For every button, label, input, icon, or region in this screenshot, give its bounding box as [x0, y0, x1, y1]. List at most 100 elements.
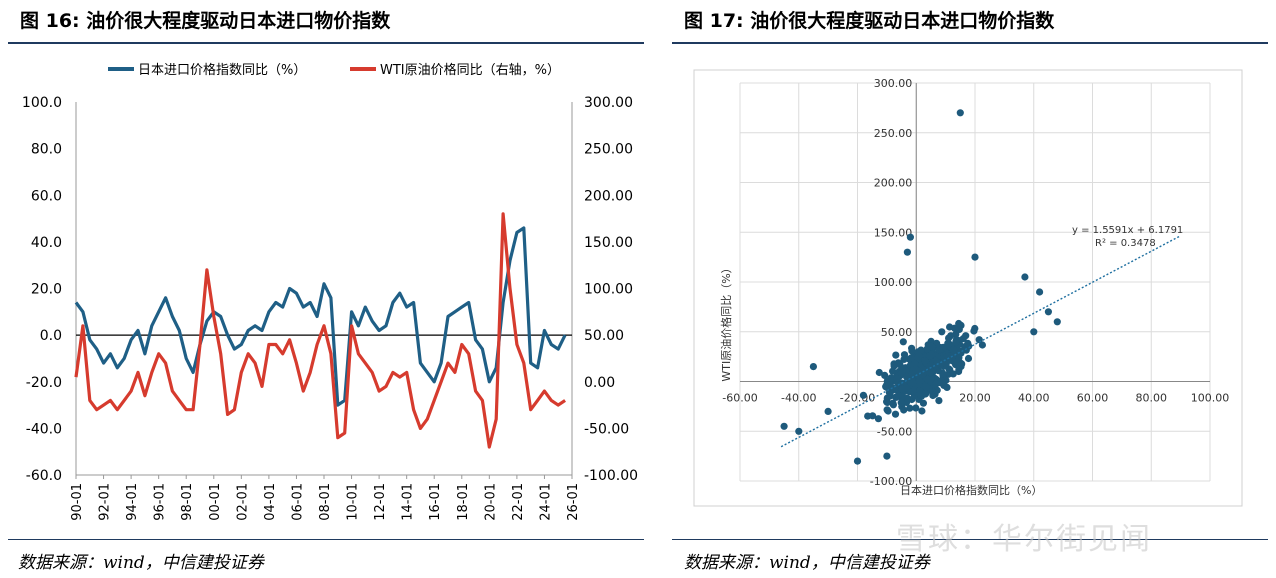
y-axis-title: WTI原油价格同比（%）: [719, 262, 733, 381]
scatter-point: [906, 404, 914, 412]
scatter-point: [956, 109, 964, 117]
x-tick-label: -60.00: [722, 392, 757, 405]
scatter-point: [795, 427, 803, 435]
scatter-point: [911, 360, 919, 368]
scatter-point: [859, 391, 867, 399]
scatter-point: [912, 366, 920, 374]
x-tick-label: 60.00: [1077, 392, 1109, 405]
legend: 日本进口价格指数同比（%） WTI原油价格同比（右轴，%）: [108, 62, 560, 78]
right-title-rule: [672, 42, 1268, 44]
scatter-point: [935, 346, 943, 354]
scatter-point: [932, 380, 940, 388]
scatter-point: [891, 410, 900, 418]
scatter-point: [944, 352, 952, 360]
scatter-point: [922, 383, 930, 391]
scatter-point: [875, 368, 883, 377]
y-right-tick-label: 150.00: [584, 235, 633, 251]
x-tick-label: 100.00: [1191, 392, 1230, 405]
y-left-tick-label: 40.0: [31, 235, 62, 251]
scatter-point: [893, 375, 901, 383]
x-tick-label: -40.00: [781, 392, 816, 405]
r-squared-label: R² = 0.3478: [1095, 238, 1156, 249]
scatter-point: [903, 394, 911, 402]
scatter-points: [780, 109, 1061, 465]
scatter-point: [955, 365, 963, 373]
x-tick-label: 22-01: [511, 483, 526, 521]
y-left-tick-label: -40.0: [26, 421, 62, 437]
scatter-point: [903, 373, 911, 381]
y-right-tick-label: 200.00: [584, 188, 633, 204]
x-tick-label: 12-01: [373, 483, 388, 521]
x-tick-label: 20.00: [959, 392, 991, 405]
scatter-point: [853, 457, 862, 465]
scatter-point: [896, 361, 904, 369]
y-left-tick-label: 80.0: [31, 142, 62, 158]
x-tick-label: 14-01: [401, 483, 416, 521]
y-tick-label: 50.00: [881, 326, 913, 339]
x-tick-label: 92-01: [98, 483, 113, 521]
scatter-point: [907, 354, 915, 362]
y-right-tick-label: 0.00: [584, 375, 615, 391]
scatter-point: [908, 347, 916, 355]
scatter-point: [918, 407, 926, 415]
y-tick-label: 300.00: [874, 77, 913, 90]
scatter-point: [943, 383, 951, 391]
y-left-tick-label: 20.0: [31, 282, 62, 298]
legend-label-wti: WTI原油价格同比（右轴，%）: [380, 62, 560, 78]
scatter-point: [889, 399, 897, 407]
scatter-point: [925, 352, 934, 360]
scatter-point: [938, 328, 946, 336]
x-tick-label: 00-01: [208, 483, 223, 521]
x-tick-label: 40.00: [1018, 392, 1050, 405]
scatter-point: [906, 233, 914, 241]
y-left-tick-label: 0.0: [40, 328, 62, 344]
scatter-point: [933, 358, 941, 367]
scatter-point: [978, 341, 986, 349]
scatter-point: [964, 354, 973, 363]
scatter-point: [900, 406, 908, 414]
y-tick-label: 250.00: [874, 127, 913, 140]
scatter-point: [824, 407, 832, 415]
x-tick-label: 80.00: [1136, 392, 1168, 405]
scatter-point: [894, 391, 902, 399]
left-source-note: 数据来源：wind，中信建投证券: [18, 553, 264, 573]
left-title-rule: [8, 42, 644, 44]
x-tick-label: 26-01: [566, 483, 581, 521]
y-tick-label: -50.00: [877, 425, 912, 438]
scatter-point: [883, 398, 891, 406]
scatter-point: [912, 404, 920, 412]
series-line-wti: [74, 212, 567, 449]
regression-equation: y = 1.5591x + 6.1791: [1072, 225, 1183, 236]
y-left-tick-label: 60.0: [31, 188, 62, 204]
watermark-text: 雪球：华尔街见闻: [896, 522, 1152, 557]
x-tick-label: 06-01: [290, 483, 305, 521]
y-tick-label: -100.00: [870, 475, 912, 488]
y-tick-label: 200.00: [874, 177, 913, 190]
x-tick-label: 16-01: [428, 483, 443, 521]
scatter-point: [964, 339, 972, 347]
x-tick-label: 94-01: [125, 483, 140, 521]
scatter-point: [915, 377, 923, 385]
scatter-point: [909, 379, 917, 387]
left-source-rule: [8, 539, 644, 540]
x-tick-label: 02-01: [235, 483, 250, 521]
scatter-point: [953, 336, 961, 344]
scatter-point: [950, 346, 958, 354]
scatter-point: [898, 385, 906, 393]
scatter-chart: -60.00 -40.00 -20.00 20.00 40.00 60.00 80.00 10…: [693, 69, 1243, 507]
y-right-tick-label: 100.00: [584, 282, 633, 298]
scatter-point: [874, 415, 882, 423]
line-chart: 日本进口价格指数同比（%） WTI原油价格同比（右轴，%） 100.0 80.0 60.…: [22, 62, 638, 521]
x-tick-label: 08-01: [318, 483, 333, 521]
scatter-point: [946, 366, 954, 374]
scatter-point: [946, 323, 954, 331]
legend-label-import-price: 日本进口价格指数同比（%）: [138, 62, 306, 78]
scatter-point: [897, 399, 905, 407]
x-tick-label: 04-01: [263, 483, 278, 521]
x-tick-label: -20.00: [840, 392, 875, 405]
scatter-point: [883, 406, 891, 414]
x-tick-label: 90-01: [70, 483, 85, 521]
x-tick-label: 24-01: [538, 483, 553, 521]
scatter-point: [869, 412, 877, 420]
scatter-point: [971, 324, 979, 333]
